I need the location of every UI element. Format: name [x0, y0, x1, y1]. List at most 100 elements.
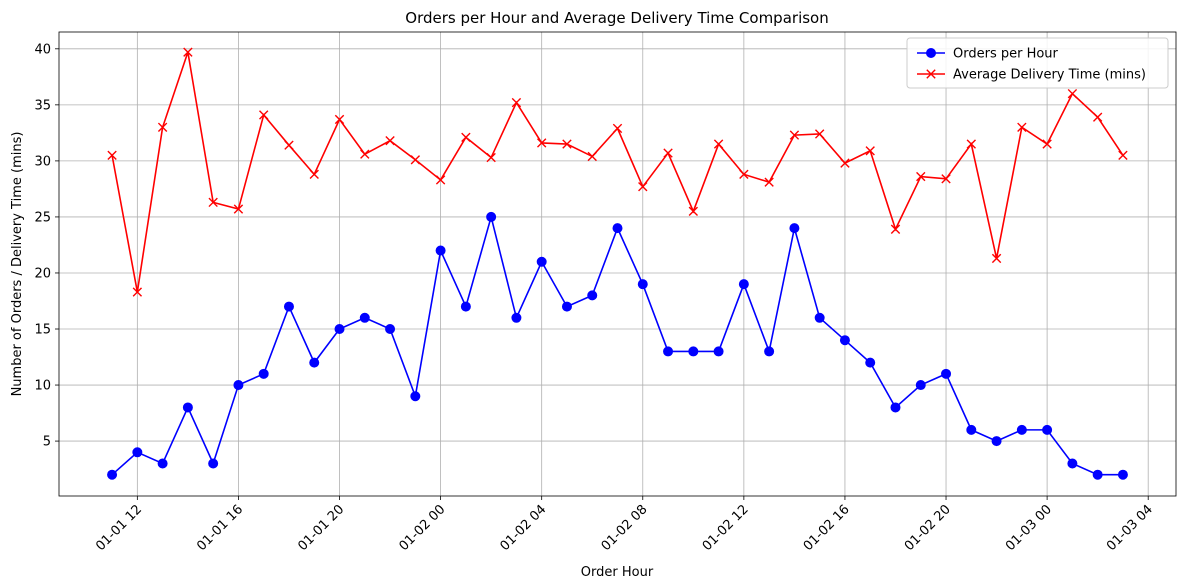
series-2-point	[183, 47, 193, 57]
series-2-point-stroke	[840, 158, 850, 168]
series-2-point-stroke	[334, 114, 345, 125]
y-tick-label: 20	[34, 266, 51, 281]
series-1-point	[1042, 424, 1053, 435]
series-2-point-stroke	[435, 175, 446, 185]
series-2-point-stroke	[183, 47, 193, 57]
series-2-point	[410, 155, 421, 165]
series-2-point	[157, 122, 168, 132]
series-1-point	[612, 223, 623, 234]
series-2-point-stroke	[941, 174, 951, 184]
series-2-point-stroke	[511, 97, 522, 108]
series-2-point-stroke	[890, 224, 901, 234]
series-1-point	[410, 391, 421, 402]
series-2-point	[435, 175, 446, 185]
legend: Orders per Hour Average Delivery Time (mi…	[906, 37, 1169, 89]
series-2-point	[1042, 139, 1052, 149]
series-1-point	[359, 312, 370, 323]
x-tick-label: 01-03 04	[1104, 502, 1156, 554]
series-1-point	[688, 346, 699, 357]
series-1-point	[258, 368, 269, 379]
series-2-point-stroke	[638, 181, 648, 192]
series-1-point	[1067, 458, 1078, 469]
series-1-point	[915, 380, 926, 391]
series-line-1	[111, 213, 1123, 476]
series-2-point-stroke	[713, 139, 724, 149]
x-tick-label: 01-02 08	[599, 502, 651, 554]
series-2-point-stroke	[587, 151, 597, 162]
series-2-point-stroke	[1067, 88, 1078, 99]
series-2-point	[385, 136, 395, 146]
series-1-point	[814, 312, 825, 323]
series-2-point	[1017, 122, 1027, 132]
series-1-point	[1016, 424, 1027, 435]
series-2-point	[814, 129, 825, 139]
legend-label-1: Orders per Hour	[953, 47, 1059, 62]
series-1-point	[511, 312, 522, 323]
series-1-point	[764, 346, 775, 357]
series-2-point	[208, 197, 218, 208]
series-1-point	[890, 402, 901, 413]
series-1-point	[663, 346, 674, 357]
grid	[59, 32, 1176, 496]
series-2-point	[360, 149, 370, 159]
series-2-point-stroke	[966, 139, 976, 149]
series-1-point	[486, 211, 497, 222]
series-2-point-stroke	[865, 146, 875, 156]
series-2-point	[461, 132, 471, 143]
y-tick-label: 10	[34, 379, 51, 394]
series-1-point	[738, 279, 749, 290]
series-2-point	[764, 177, 774, 187]
series-2-point	[916, 171, 926, 182]
axes: 01-01 12 01-01 16 01-01 20 01-02 00 01-02 04…	[34, 31, 1177, 554]
series-2-point	[536, 138, 547, 148]
y-tick-label: 5	[43, 435, 51, 450]
series-2-point-stroke	[107, 150, 117, 160]
series-1-point	[966, 424, 977, 435]
series-2-point	[486, 152, 496, 163]
y-tick-label: 25	[34, 210, 51, 225]
legend-marker-1	[926, 48, 936, 58]
series-2-point-stroke	[385, 136, 395, 146]
series-1-point	[182, 402, 193, 413]
series-2-point-stroke	[663, 148, 673, 158]
series-2-point	[890, 224, 901, 234]
y-tick-label: 30	[34, 154, 51, 169]
series-1-point	[1117, 469, 1128, 480]
series-2-point	[562, 139, 572, 149]
series-2-point-stroke	[259, 110, 269, 120]
y-tick-label: 40	[34, 42, 51, 57]
series-1-point	[561, 301, 572, 312]
series-2-point	[107, 150, 117, 160]
series-2-point-stroke	[688, 206, 699, 217]
series-2-point	[233, 204, 244, 214]
series-1-point	[233, 380, 244, 391]
x-tick-label: 01-02 12	[700, 502, 752, 554]
series-2-point-stroke	[1042, 139, 1052, 149]
series-2-point	[638, 181, 648, 192]
x-tick-label: 01-02 16	[801, 502, 853, 554]
series-2-point-stroke	[612, 123, 623, 134]
series-1-point	[460, 301, 471, 312]
series-1-point	[157, 458, 168, 469]
series-layer	[107, 47, 1128, 480]
series-1-point	[839, 335, 850, 346]
series-2-point	[966, 139, 976, 149]
series-1-point	[385, 324, 396, 335]
x-tick-label: 01-01 16	[194, 502, 246, 554]
series-2-point-stroke	[410, 155, 421, 165]
series-2-point	[1118, 150, 1128, 160]
series-2-point-stroke	[764, 177, 774, 187]
series-2-point	[1092, 112, 1103, 122]
y-tick-label: 35	[34, 98, 51, 113]
series-2-point-stroke	[233, 204, 244, 214]
series-2-point	[941, 174, 951, 184]
series-1-point	[991, 436, 1002, 447]
x-tick-label: 01-02 04	[498, 502, 550, 554]
plot-frame	[58, 31, 1177, 497]
series-1-point	[536, 256, 547, 267]
series-2-point	[789, 130, 800, 140]
y-axis-label: Number of Orders / Delivery Time (mins)	[10, 132, 25, 397]
series-2-point-stroke	[814, 129, 825, 139]
series-2-point-stroke	[991, 253, 1002, 264]
